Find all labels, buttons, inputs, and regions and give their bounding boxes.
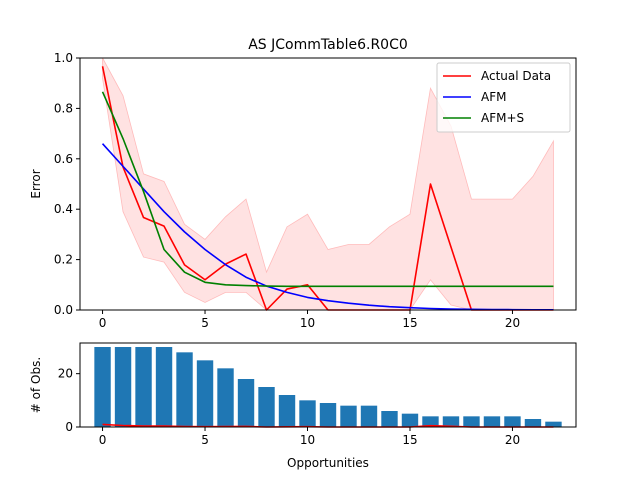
- bar-3: [155, 347, 173, 427]
- legend: Actual Data AFM AFM+S: [436, 62, 571, 133]
- error-plot-frame: [79, 57, 577, 311]
- bar-5: [196, 360, 214, 427]
- observations-plot-x-ticks: 0 5 10 15 20: [99, 427, 520, 447]
- bar-0: [94, 347, 111, 427]
- top-x-tick-label-0: 0: [99, 316, 107, 330]
- bottom-x-tick-label-20: 20: [505, 433, 520, 447]
- bar-12: [340, 405, 357, 427]
- top-y-tick-label-0.6: 0.6: [54, 152, 73, 166]
- bar-1: [114, 347, 132, 427]
- chart-title: AS JCommTable6.R0C0: [248, 37, 408, 53]
- error-plot-x-ticks: 0 5 10 15 20: [99, 310, 520, 330]
- legend-label-afms: AFM+S: [481, 111, 524, 125]
- bar-13: [360, 405, 378, 427]
- top-x-tick-label-15: 15: [402, 316, 417, 330]
- observations-plot-x-label: Opportunities: [287, 456, 369, 470]
- observations-plot-y-label: # of Obs.: [29, 357, 43, 413]
- bar-9: [278, 395, 296, 427]
- observations-plot-frame: [79, 342, 577, 428]
- legend-label-afm: AFM: [481, 90, 506, 104]
- bar-6: [217, 368, 234, 427]
- observations-plot: 0 5 10 15 20 0 20 # of Obs. Opportunities: [29, 342, 577, 470]
- bottom-x-tick-label-15: 15: [402, 433, 417, 447]
- legend-box: [436, 62, 571, 133]
- top-y-tick-label-0: 0.0: [54, 303, 73, 317]
- error-plot: 0 5 10 15 20 0.0 0.2 0.4 0.6 0.8 1.0 Error Actual…: [29, 51, 577, 330]
- bottom-y-tick-label-0: 0: [65, 420, 73, 434]
- bottom-x-tick-label-5: 5: [201, 433, 209, 447]
- bar-10: [299, 400, 316, 427]
- bottom-x-tick-label-10: 10: [300, 433, 315, 447]
- bottom-x-tick-label-0: 0: [99, 433, 107, 447]
- bar-20: [504, 416, 521, 427]
- error-plot-y-label: Error: [29, 169, 43, 198]
- bar-16: [422, 416, 439, 427]
- bar-14: [381, 411, 398, 427]
- bar-21: [524, 419, 542, 427]
- top-y-tick-label-0.4: 0.4: [54, 202, 73, 216]
- observation-bars: [94, 347, 562, 427]
- top-y-tick-label-0.8: 0.8: [54, 101, 73, 115]
- bar-2: [135, 347, 152, 427]
- legend-label-actual: Actual Data: [481, 69, 551, 83]
- top-x-tick-label-5: 5: [201, 316, 209, 330]
- error-plot-y-ticks: 0.0 0.2 0.4 0.6 0.8 1.0: [54, 51, 80, 317]
- top-x-tick-label-20: 20: [505, 316, 520, 330]
- top-y-tick-label-0.2: 0.2: [54, 253, 73, 267]
- bar-8: [258, 387, 275, 427]
- bar-17: [442, 416, 460, 427]
- bar-19: [483, 416, 501, 427]
- bar-7: [237, 379, 255, 427]
- bar-11: [319, 403, 337, 427]
- observations-plot-y-ticks: 0 20: [58, 367, 80, 434]
- bar-22: [545, 421, 562, 427]
- bar-18: [463, 416, 480, 427]
- top-y-tick-label-1: 1.0: [54, 51, 73, 65]
- bar-15: [401, 413, 419, 427]
- bottom-y-tick-label-20: 20: [58, 367, 73, 381]
- bar-4: [176, 352, 193, 427]
- top-x-tick-label-10: 10: [300, 316, 315, 330]
